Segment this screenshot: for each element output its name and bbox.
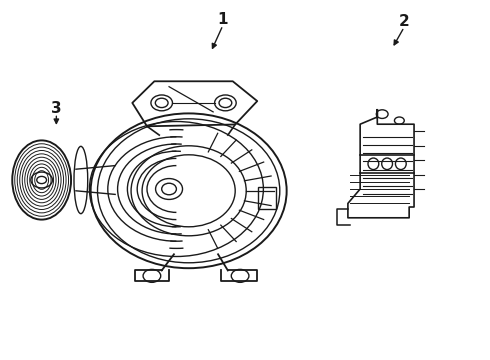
Text: 2: 2 — [399, 14, 410, 29]
Text: 1: 1 — [218, 12, 228, 27]
Bar — [258, 187, 276, 209]
Text: 3: 3 — [51, 100, 62, 116]
